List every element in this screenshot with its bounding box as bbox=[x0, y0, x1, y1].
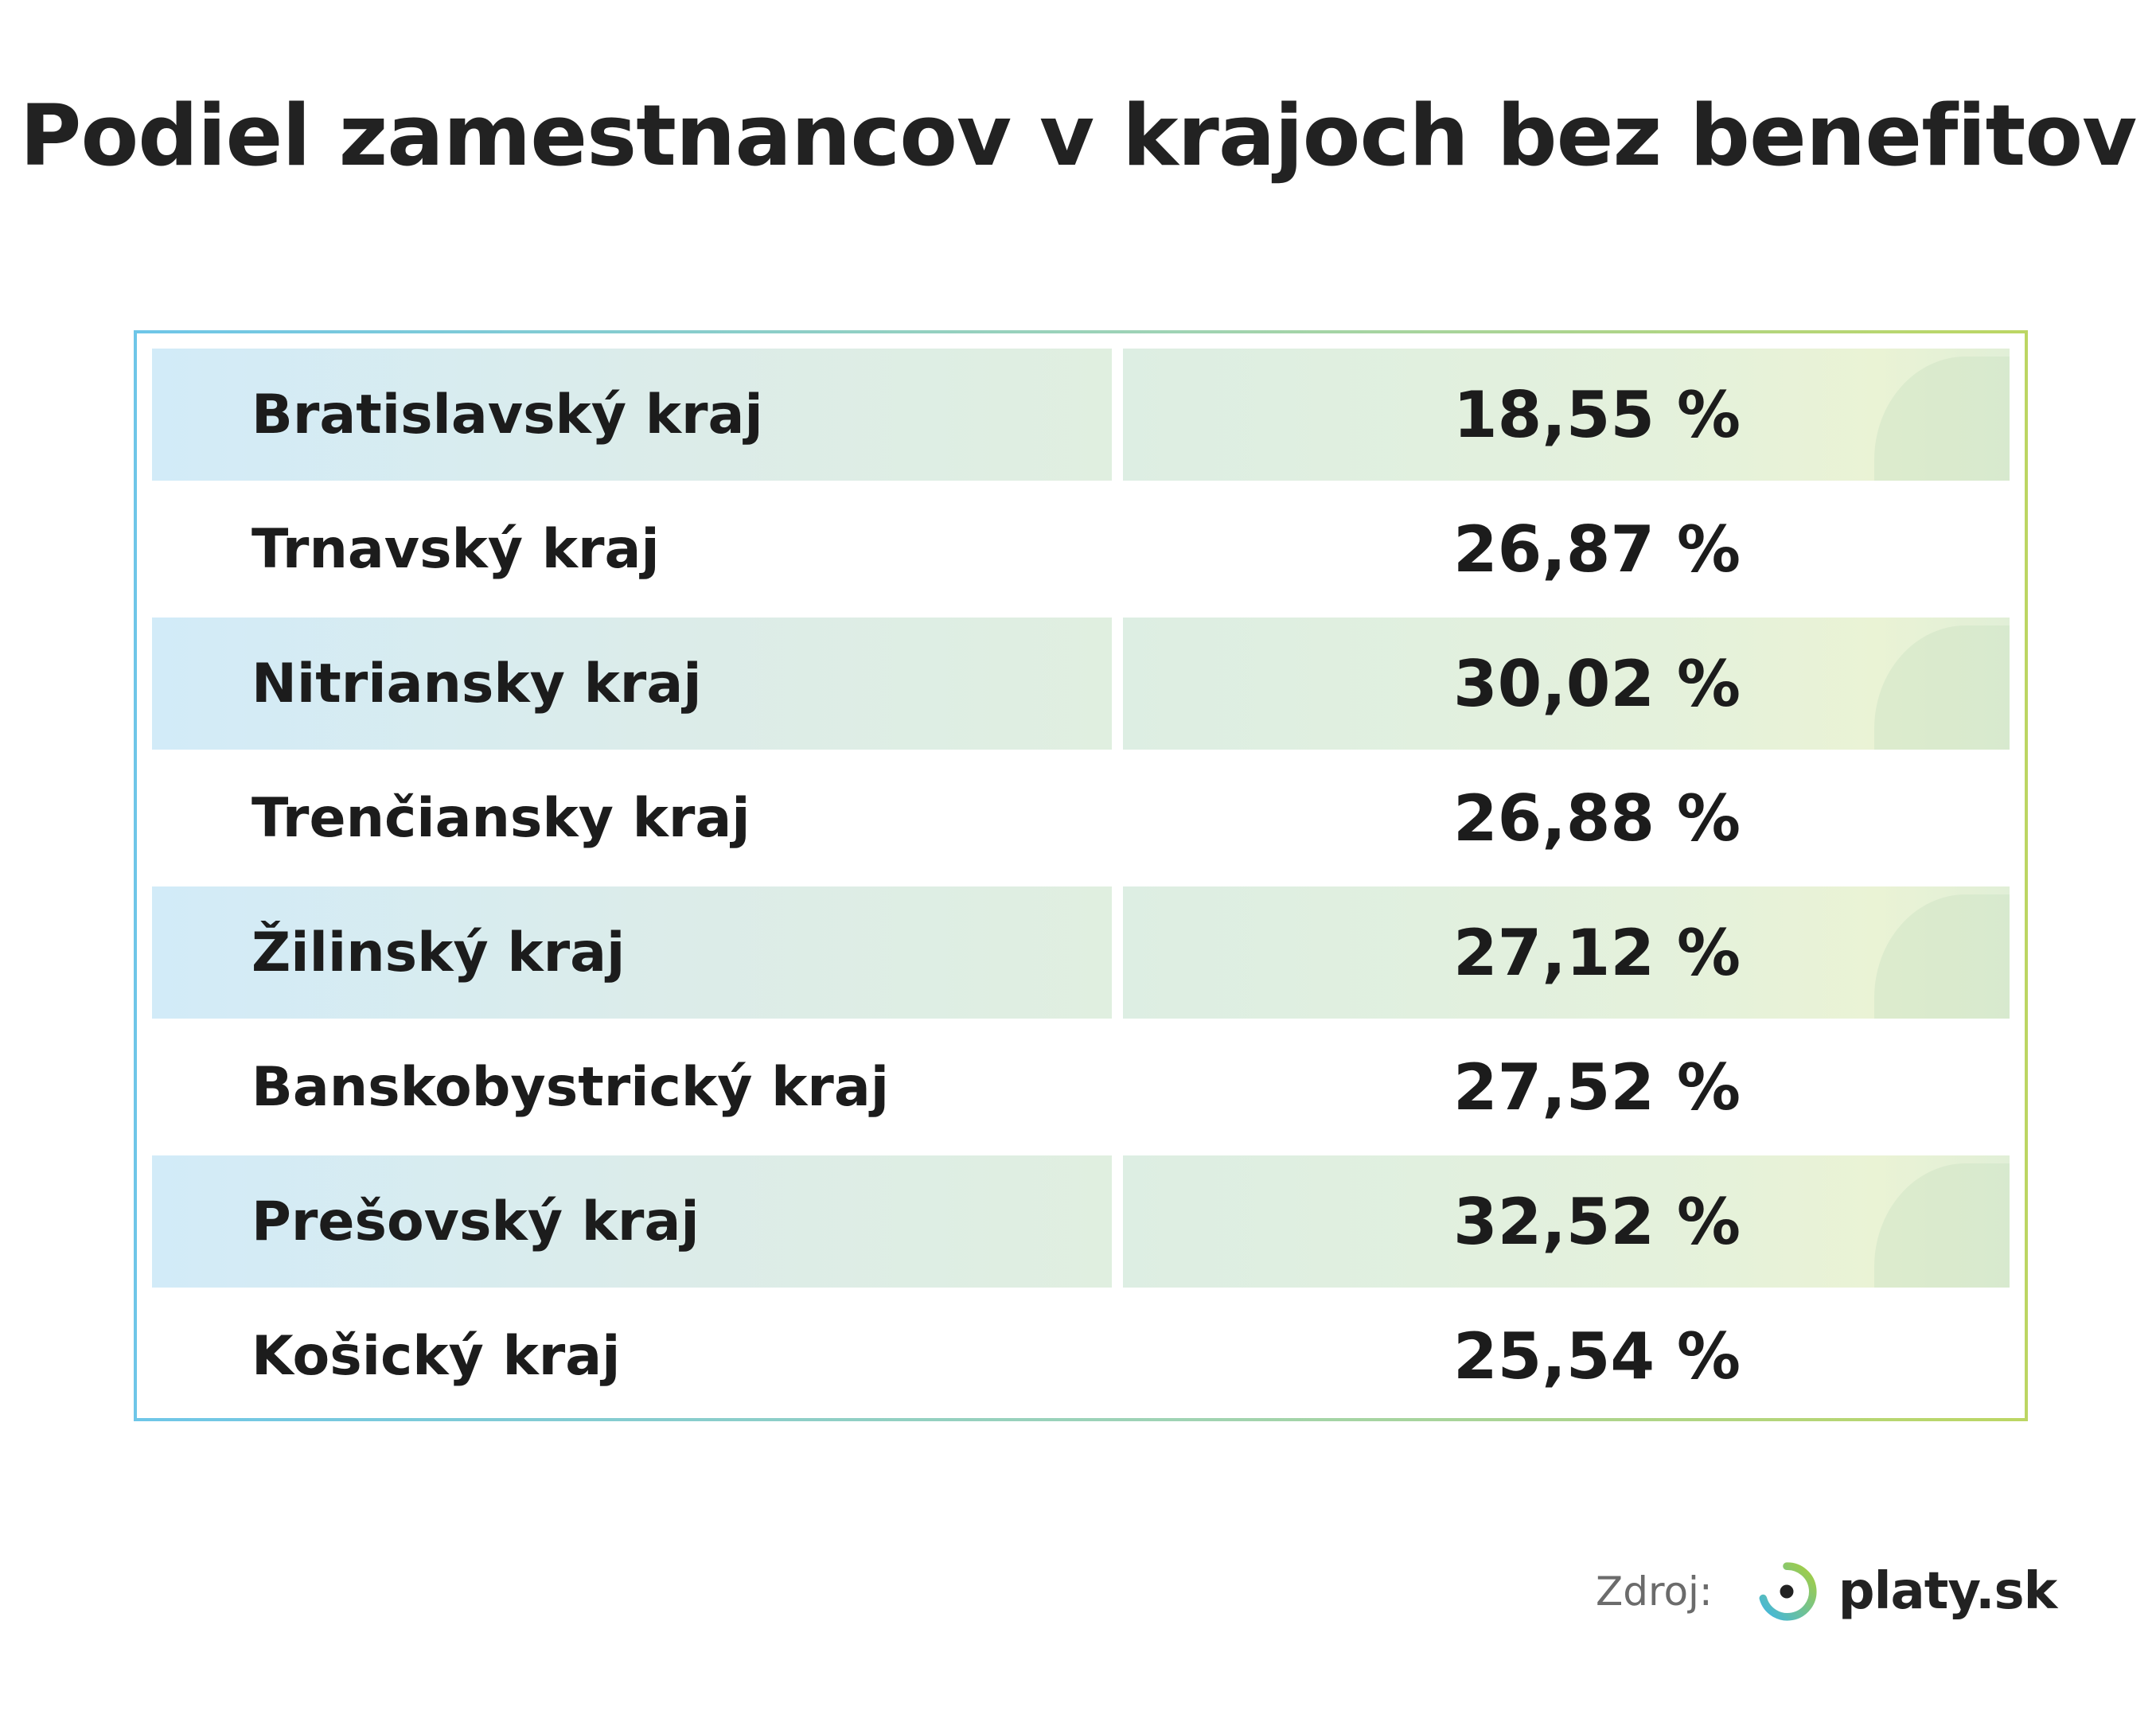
table-row: Trnavský kraj 26,87 % bbox=[152, 483, 2010, 615]
region-label: Košický kraj bbox=[251, 1324, 621, 1388]
source-footer: Zdroj: platy.sk bbox=[1596, 1548, 2057, 1635]
value-label: 32,52 % bbox=[1453, 1184, 1741, 1259]
table-row: Žilinský kraj 27,12 % bbox=[152, 886, 2010, 1019]
region-cell: Žilinský kraj bbox=[152, 886, 1112, 1019]
table-row: Bratislavský kraj 18,55 % bbox=[152, 349, 2010, 481]
value-cell: 26,88 % bbox=[1123, 752, 2010, 884]
region-cell: Nitriansky kraj bbox=[152, 618, 1112, 750]
value-label: 26,87 % bbox=[1453, 512, 1741, 586]
value-cell: 18,55 % bbox=[1123, 349, 2010, 481]
value-label: 27,12 % bbox=[1453, 915, 1741, 990]
source-label: Zdroj: bbox=[1596, 1568, 1713, 1615]
value-label: 25,54 % bbox=[1453, 1319, 1741, 1393]
region-label: Prešovský kraj bbox=[251, 1190, 700, 1253]
table-row: Košický kraj 25,54 % bbox=[152, 1290, 2010, 1422]
value-cell: 30,02 % bbox=[1123, 618, 2010, 750]
value-cell: 27,52 % bbox=[1123, 1021, 2010, 1153]
chart-title: Podiel zamestnancov v krajoch bez benefi… bbox=[19, 87, 2137, 185]
value-cell: 27,12 % bbox=[1123, 886, 2010, 1019]
region-cell: Trnavský kraj bbox=[152, 483, 1112, 615]
value-cell: 32,52 % bbox=[1123, 1155, 2010, 1288]
region-cell: Bratislavský kraj bbox=[152, 349, 1112, 481]
table-row: Prešovský kraj 32,52 % bbox=[152, 1155, 2010, 1288]
table-row: Nitriansky kraj 30,02 % bbox=[152, 618, 2010, 750]
table-row: Banskobystrický kraj 27,52 % bbox=[152, 1021, 2010, 1153]
value-label: 26,88 % bbox=[1453, 781, 1741, 855]
region-label: Trenčiansky kraj bbox=[251, 786, 751, 850]
region-label: Banskobystrický kraj bbox=[251, 1055, 890, 1119]
value-label: 27,52 % bbox=[1453, 1050, 1741, 1124]
platy-logo-text[interactable]: platy.sk bbox=[1838, 1562, 2057, 1621]
region-cell: Banskobystrický kraj bbox=[152, 1021, 1112, 1153]
data-table: Bratislavský kraj 18,55 % Trnavský kraj 26,… bbox=[134, 330, 2028, 1421]
region-label: Nitriansky kraj bbox=[251, 652, 702, 715]
platy-logo-icon bbox=[1759, 1562, 1817, 1621]
region-cell: Prešovský kraj bbox=[152, 1155, 1112, 1288]
value-label: 18,55 % bbox=[1453, 377, 1741, 452]
region-cell: Trenčiansky kraj bbox=[152, 752, 1112, 884]
region-label: Žilinský kraj bbox=[251, 921, 626, 984]
region-label: Trnavský kraj bbox=[251, 517, 660, 581]
value-cell: 26,87 % bbox=[1123, 483, 2010, 615]
region-cell: Košický kraj bbox=[152, 1290, 1112, 1422]
table-row: Trenčiansky kraj 26,88 % bbox=[152, 752, 2010, 884]
value-label: 30,02 % bbox=[1453, 646, 1741, 721]
value-cell: 25,54 % bbox=[1123, 1290, 2010, 1422]
region-label: Bratislavský kraj bbox=[251, 383, 763, 446]
table-body: Bratislavský kraj 18,55 % Trnavský kraj 26,… bbox=[137, 333, 2025, 1418]
